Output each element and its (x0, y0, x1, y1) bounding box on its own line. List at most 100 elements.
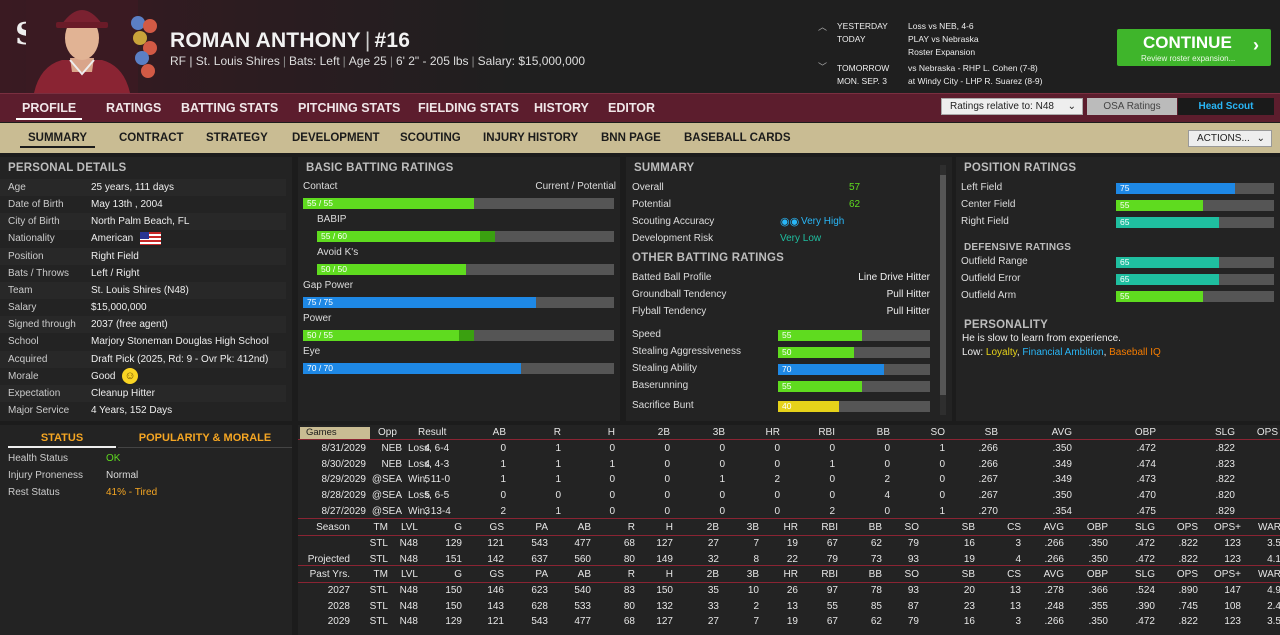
stat-cell: 0 (829, 490, 835, 502)
stat-cell: R (553, 427, 561, 438)
stat-cell: 1 (555, 505, 561, 517)
stat-cell: 0 (500, 443, 506, 454)
stat-cell: Loss, 6-5 (408, 490, 450, 502)
stat-cell: STL (369, 585, 388, 596)
osa-ratings-button[interactable]: OSA Ratings (1087, 98, 1177, 115)
subtab-summary[interactable]: SUMMARY (20, 132, 95, 148)
stat-cell: SLG (1214, 427, 1235, 438)
detail-value: Marjory Stoneman Douglas High School (91, 336, 269, 348)
stat-cell: .829 (1215, 505, 1235, 517)
detail-label: School (8, 336, 39, 348)
divider (298, 439, 1280, 440)
stat-cell: 4 (424, 443, 430, 454)
stat-cell: Projected (307, 553, 350, 565)
tab-editor[interactable]: EDITOR (608, 101, 655, 115)
subtab-injury-history[interactable]: INJURY HISTORY (483, 132, 579, 144)
stat-cell: .475 (1136, 505, 1156, 517)
stat-cell: BB (868, 569, 882, 580)
current-fill (1116, 217, 1219, 228)
scouting-accuracy-value: Very High (801, 216, 845, 227)
stat-cell: SO (904, 569, 919, 580)
detail-label: Bats / Throws (8, 267, 69, 279)
detail-row: Bats / Throws Left / Right (0, 265, 286, 282)
panel-title: POSITION RATINGS (964, 162, 1077, 174)
detail-row: City of Birth North Palm Beach, FL (0, 213, 286, 231)
stat-cell: OBP (1086, 522, 1108, 533)
stat-cell: 533 (574, 600, 591, 612)
current-fill (778, 401, 839, 412)
stat-cell: HR (765, 427, 780, 438)
stat-cell: 0 (829, 474, 835, 486)
stat-cell: .350 (1088, 553, 1108, 565)
tab-fielding-stats[interactable]: FIELDING STATS (418, 101, 519, 115)
tab-status[interactable]: STATUS (8, 429, 116, 448)
stat-cell: 79 (826, 553, 838, 565)
stat-cell: 628 (531, 600, 548, 612)
stat-cell: N48 (399, 538, 418, 549)
chevron-right-icon: › (1253, 35, 1259, 55)
stat-cell: 8/29/2029 (321, 474, 367, 486)
tab-pitching-stats[interactable]: PITCHING STATS (298, 101, 401, 115)
baserunning-bar: 70 (778, 364, 930, 375)
stat-cell: OBP (1086, 569, 1108, 580)
head-scout-button[interactable]: Head Scout (1178, 98, 1274, 115)
stat-cell: SB (961, 569, 975, 580)
schedule-up-icon[interactable]: ︿ (818, 22, 828, 32)
tab-history[interactable]: HISTORY (534, 101, 589, 115)
detail-row: Major Service 4 Years, 152 Days (0, 402, 286, 419)
stat-cell: AB (577, 522, 591, 533)
tab-batting-stats[interactable]: BATTING STATS (181, 101, 279, 115)
stat-cell: 5 (424, 474, 430, 486)
stat-cell: 0 (774, 490, 780, 502)
rating-bar: 50 / 50 (317, 264, 614, 275)
detail-label: Salary (8, 302, 37, 314)
stat-cell: 0 (500, 490, 506, 502)
stat-cell: 150 (445, 600, 462, 612)
stat-cell: CS (1007, 569, 1021, 580)
tab-popularity-morale[interactable]: POPULARITY & MORALE (118, 429, 292, 448)
subtab-scouting[interactable]: SCOUTING (400, 132, 461, 144)
potential-label: Potential (632, 199, 671, 210)
stat-cell: .266 (1044, 538, 1064, 549)
stat-cell: 0 (884, 443, 890, 454)
stat-cell: N48 (399, 585, 418, 596)
stat-cell: 0 (774, 443, 780, 454)
stat-cell: 62 (870, 616, 882, 628)
detail-value: Cleanup Hitter (91, 387, 155, 399)
schedule-down-icon[interactable]: ﹀ (818, 62, 828, 72)
stat-cell: 0 (829, 443, 835, 454)
stat-cell: 93 (907, 585, 919, 596)
player-info: RF | St. Louis Shires | Bats: Left | Age 25 |… (170, 54, 586, 68)
subtab-baseball-cards[interactable]: BASEBALL CARDS (684, 132, 791, 144)
stat-cell: 68 (623, 616, 635, 628)
continue-button[interactable]: CONTINUE Review roster expansion... › (1117, 29, 1271, 66)
stat-cell: 1 (829, 458, 835, 470)
stat-cell: 123 (1224, 616, 1241, 628)
subtab-development[interactable]: DEVELOPMENT (292, 132, 380, 144)
tab-ratings[interactable]: RATINGS (106, 101, 162, 115)
stat-cell: 55 (826, 600, 838, 612)
actions-select[interactable]: ACTIONS... ⌄ (1188, 130, 1272, 147)
position-bar: 75 (1116, 183, 1274, 194)
games-filter-select[interactable]: Games (300, 427, 370, 439)
personal-details-panel: PERSONAL DETAILS Age 25 years, 111 days Da… (0, 157, 292, 421)
player-photo (26, 0, 138, 93)
stat-cell: 2 (500, 505, 506, 517)
stat-cell: Loss, 6-4 (408, 443, 450, 454)
tab-profile[interactable]: PROFILE (16, 101, 83, 120)
stat-cell: R (627, 522, 635, 533)
stat-cell: .266 (1044, 616, 1064, 628)
summary-scrollbar[interactable] (940, 165, 946, 415)
subtab-bnn-page[interactable]: BNN PAGE (601, 132, 661, 144)
stats-panel (298, 425, 1280, 635)
subtab-contract[interactable]: CONTRACT (119, 132, 184, 144)
subtab-strategy[interactable]: STRATEGY (206, 132, 268, 144)
stat-cell: SLG (1134, 569, 1155, 580)
detail-label: Major Service (8, 404, 70, 416)
ratings-relative-select[interactable]: Ratings relative to: N48 ⌄ (941, 98, 1083, 115)
stat-cell: 129 (445, 538, 462, 549)
stat-cell: 4 (424, 458, 430, 470)
current-fill (317, 264, 466, 275)
stat-cell: 79 (907, 616, 919, 628)
stat-cell: BB (868, 522, 882, 533)
